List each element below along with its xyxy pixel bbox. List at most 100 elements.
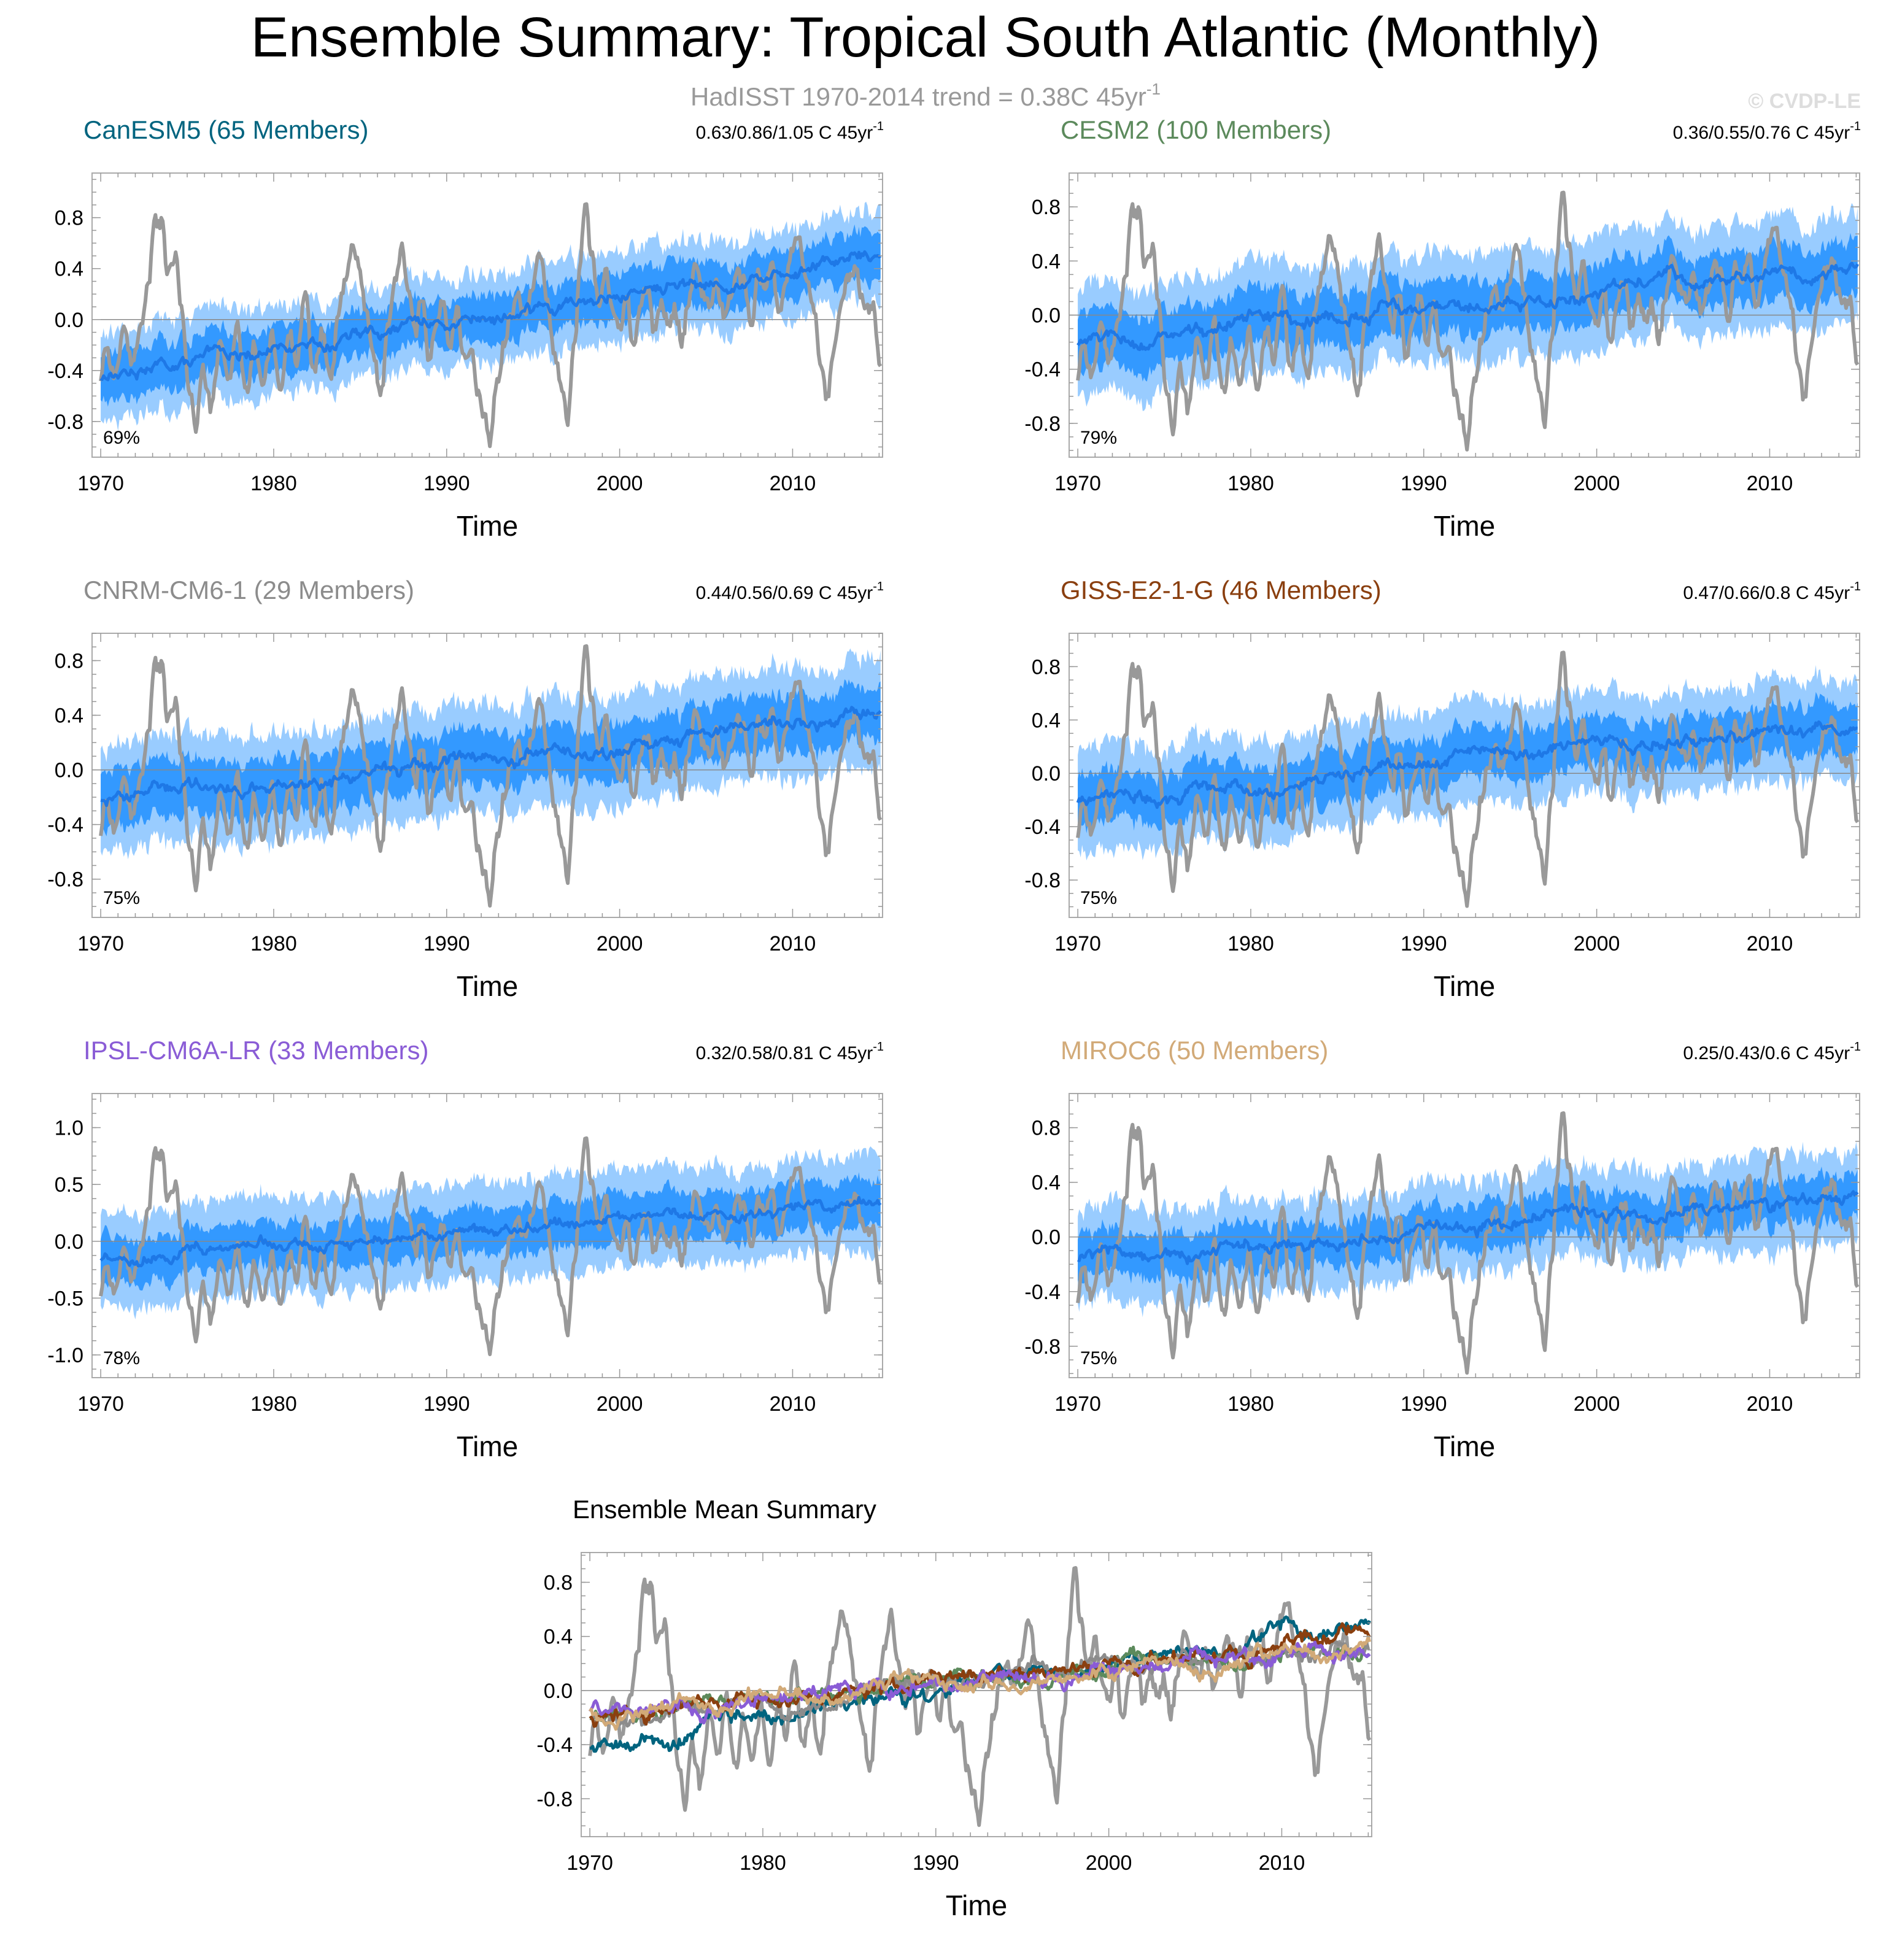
observed-line bbox=[588, 1566, 1372, 1827]
x-axis-title: Time bbox=[457, 1430, 519, 1462]
watermark: © CVDP-LE bbox=[1748, 90, 1861, 113]
panel-canesm5: 1970 1980 1990 2000 2010 -0.8 -0.4 0.0 0.4 0.8 Tim… bbox=[47, 115, 884, 542]
x-tick-label: 1970 bbox=[77, 932, 124, 955]
x-tick-label: 1980 bbox=[1227, 472, 1274, 495]
trend-label: 0.32/0.58/0.81 C 45yr-1 bbox=[696, 1040, 884, 1063]
series-miroc6 bbox=[589, 1635, 1372, 1731]
x-tick-label: 1970 bbox=[77, 472, 124, 495]
observed-line bbox=[1076, 190, 1860, 452]
trend-text: 0.32/0.58/0.81 C 45yr bbox=[696, 1043, 873, 1063]
trend-superscript: -1 bbox=[1850, 1040, 1861, 1054]
plot-area bbox=[92, 201, 883, 449]
x-tick-label: 2010 bbox=[770, 1392, 816, 1416]
y-tick-label: 0.0 bbox=[55, 1230, 83, 1254]
trend-text: 0.63/0.86/1.05 C 45yr bbox=[696, 123, 873, 143]
percent-label: 79% bbox=[1080, 428, 1117, 448]
panel-title: CanESM5 (65 Members) bbox=[83, 115, 368, 144]
x-tick-label: 1970 bbox=[1054, 932, 1101, 955]
ensemble-mean-line bbox=[99, 1195, 882, 1268]
y-tick-label: 0.8 bbox=[1032, 655, 1061, 679]
x-tick-label: 1980 bbox=[250, 932, 297, 955]
x-tick-label: 1990 bbox=[1401, 472, 1447, 495]
x-axis-title: Time bbox=[946, 1889, 1008, 1921]
x-tick-label: 1980 bbox=[1227, 932, 1274, 955]
y-tick-label: -0.8 bbox=[536, 1788, 573, 1811]
trend-text: 0.36/0.55/0.76 C 45yr bbox=[1673, 123, 1850, 143]
x-tick-label: 1970 bbox=[1054, 472, 1101, 495]
y-tick-label: 0.0 bbox=[544, 1680, 573, 1703]
panel-miroc6: 1970 1980 1990 2000 2010 -0.8 -0.4 0.0 0.4 0.8 Tim… bbox=[1024, 1036, 1861, 1462]
trend-label: 0.36/0.55/0.76 C 45yr-1 bbox=[1673, 120, 1861, 143]
observed-line bbox=[99, 1136, 883, 1356]
panel-title: CNRM-CM6-1 (29 Members) bbox=[83, 576, 414, 604]
observed-line bbox=[1076, 1111, 1860, 1375]
y-tick-label: 0.4 bbox=[55, 704, 83, 728]
y-tick-label: -0.4 bbox=[1024, 1281, 1061, 1304]
y-tick-label: -0.4 bbox=[47, 814, 83, 837]
y-tick-label: 0.4 bbox=[55, 258, 83, 281]
x-tick-label: 1990 bbox=[423, 1392, 470, 1416]
trend-superscript: -1 bbox=[873, 1040, 884, 1054]
observed-line bbox=[99, 644, 883, 908]
y-tick-label: 0.0 bbox=[55, 309, 83, 332]
x-tick-label: 1980 bbox=[250, 472, 297, 495]
x-tick-label: 2010 bbox=[1747, 932, 1793, 955]
panel-title: MIROC6 (50 Members) bbox=[1061, 1036, 1328, 1065]
y-tick-label: 0.4 bbox=[1032, 250, 1061, 273]
y-tick-label: -0.4 bbox=[536, 1734, 573, 1757]
panel-ipsl-cm6a-lr: 1970 1980 1990 2000 2010 -1.0 -0.5 0.0 0.5 1.0 Tim… bbox=[47, 1036, 884, 1462]
x-tick-label: 1990 bbox=[1401, 1392, 1447, 1416]
x-tick-label: 1990 bbox=[423, 932, 470, 955]
x-axis-title: Time bbox=[457, 970, 519, 1002]
y-tick-label: 0.0 bbox=[1032, 1226, 1061, 1249]
panel-summary: 1970 1980 1990 2000 2010 -0.8 -0.4 0.0 0.4 0.8 Tim… bbox=[536, 1495, 1372, 1921]
y-tick-label: 1.0 bbox=[55, 1117, 83, 1140]
trend-text: 0.44/0.56/0.69 C 45yr bbox=[696, 583, 873, 603]
x-tick-label: 2010 bbox=[1747, 1392, 1793, 1416]
percent-label: 75% bbox=[1080, 888, 1117, 908]
y-tick-label: 0.8 bbox=[1032, 1117, 1061, 1140]
trend-label: 0.44/0.56/0.69 C 45yr-1 bbox=[696, 580, 884, 603]
y-tick-label: 0.0 bbox=[1032, 762, 1061, 785]
observed-line bbox=[99, 202, 883, 449]
ensemble-mean-line bbox=[1076, 720, 1858, 809]
ensemble-mean-line bbox=[1076, 1190, 1859, 1265]
trend-label: 0.25/0.43/0.6 C 45yr-1 bbox=[1683, 1040, 1861, 1063]
trend-superscript: -1 bbox=[1850, 580, 1861, 593]
plot-area bbox=[1069, 190, 1860, 452]
trend-text: 0.47/0.66/0.8 C 45yr bbox=[1683, 583, 1850, 603]
x-tick-label: 1990 bbox=[1401, 932, 1447, 955]
x-axis-title: Time bbox=[1434, 510, 1496, 542]
x-axis-title: Time bbox=[1434, 970, 1496, 1002]
subtitle-text: HadISST 1970-2014 trend = 0.38C 45yr bbox=[690, 82, 1146, 111]
panel-title: Ensemble Mean Summary bbox=[573, 1495, 876, 1524]
panel-title: CESM2 (100 Members) bbox=[1061, 115, 1331, 144]
y-tick-label: -0.4 bbox=[1024, 816, 1061, 839]
panel-title: IPSL-CM6A-LR (33 Members) bbox=[83, 1036, 428, 1065]
trend-superscript: -1 bbox=[873, 120, 884, 133]
plot-area bbox=[1069, 650, 1860, 908]
x-axis-title: Time bbox=[457, 510, 519, 542]
y-tick-label: -0.8 bbox=[1024, 412, 1061, 436]
panel-title: GISS-E2-1-G (46 Members) bbox=[1061, 576, 1382, 604]
x-tick-label: 2000 bbox=[597, 1392, 643, 1416]
y-tick-label: 0.0 bbox=[55, 759, 83, 782]
x-tick-label: 2000 bbox=[597, 932, 643, 955]
figure-title: Ensemble Summary: Tropical South Atlanti… bbox=[251, 6, 1601, 69]
panel-giss-e2-1-g: 1970 1980 1990 2000 2010 -0.8 -0.4 0.0 0.4 0.8 Tim… bbox=[1024, 576, 1861, 1002]
trend-superscript: -1 bbox=[1850, 120, 1861, 133]
x-tick-label: 2010 bbox=[770, 472, 816, 495]
x-tick-label: 2010 bbox=[1747, 472, 1793, 495]
x-tick-label: 1970 bbox=[566, 1851, 613, 1875]
plot-area bbox=[92, 644, 883, 908]
figure-subtitle: HadISST 1970-2014 trend = 0.38C 45yr-1 bbox=[690, 80, 1161, 111]
y-tick-label: 0.5 bbox=[55, 1173, 83, 1197]
ensemble-mean-line bbox=[100, 706, 882, 808]
y-tick-label: -0.8 bbox=[47, 411, 83, 434]
trend-text: 0.25/0.43/0.6 C 45yr bbox=[1683, 1043, 1850, 1063]
y-tick-label: -0.8 bbox=[1024, 1335, 1061, 1359]
panels: 1970 1980 1990 2000 2010 -0.8 -0.4 0.0 0.4 0.8 Tim… bbox=[47, 115, 1861, 1921]
y-tick-label: -0.8 bbox=[1024, 869, 1061, 892]
y-tick-label: -1.0 bbox=[47, 1344, 83, 1367]
